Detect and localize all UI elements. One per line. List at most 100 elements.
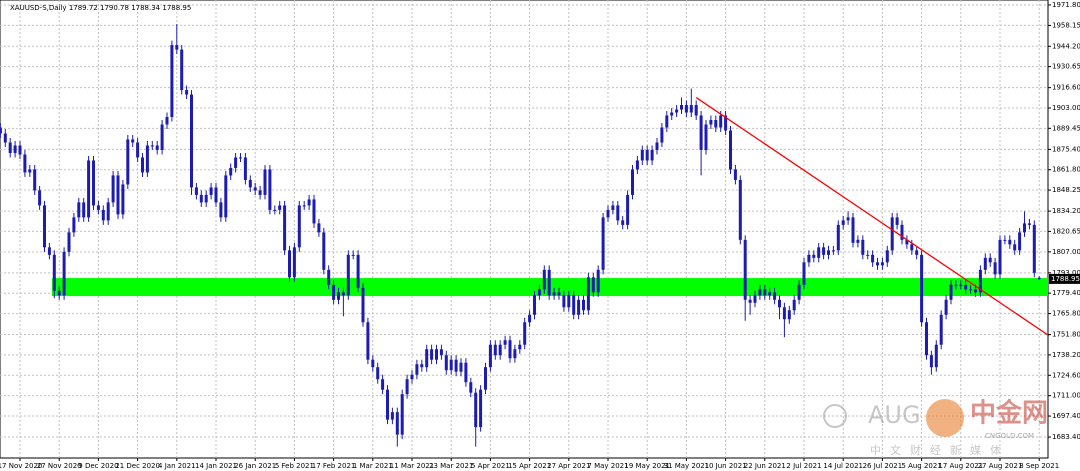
x-tick-label: 14 Jul 2021 [823, 462, 863, 470]
candle-body [13, 145, 17, 153]
candle-body [591, 277, 595, 293]
candle-body [346, 254, 350, 296]
candle-body [709, 120, 713, 125]
candle-body [165, 117, 169, 125]
y-tick-label: 1751.80 [1052, 331, 1080, 339]
candle-body [822, 247, 826, 255]
candle-body [121, 184, 125, 215]
x-tick-label: 26 Jan 2021 [234, 462, 276, 470]
candle-body [944, 299, 948, 315]
candle-body [87, 160, 91, 218]
candle-body [827, 250, 830, 255]
candle-body [626, 194, 630, 225]
y-tick-label: 1793.00 [1052, 269, 1080, 277]
watermark-logo [926, 399, 964, 437]
candle-body [738, 179, 742, 240]
candle-body [743, 239, 747, 300]
candle-body [557, 292, 561, 296]
candle-body [841, 220, 845, 225]
candle-body [518, 344, 522, 350]
candle-body [204, 194, 208, 203]
y-tick-label: 1738.20 [1052, 351, 1080, 359]
candle-body [268, 169, 272, 210]
candles [0, 24, 1041, 447]
candle-body [537, 289, 541, 296]
candle-body [993, 262, 997, 275]
candle-body [337, 292, 340, 300]
candle-body [141, 157, 144, 173]
candle-body [381, 379, 385, 390]
candle-body [43, 205, 46, 248]
y-tick-label: 1834.20 [1052, 207, 1080, 215]
candle-body [562, 295, 566, 308]
candle-body [493, 344, 497, 356]
candle-body [929, 355, 933, 368]
candle-body [395, 412, 399, 435]
candle-body [714, 120, 718, 128]
y-tick-label: 1944.20 [1052, 42, 1080, 50]
candle-body [606, 209, 610, 218]
x-tick-label: 9 Dec 2020 [78, 462, 118, 470]
candle-body [895, 217, 899, 225]
candle-body [155, 145, 159, 150]
x-tick-label: 5 Apr 2021 [471, 462, 510, 470]
candle-body [611, 205, 615, 210]
candle-body [273, 209, 277, 211]
candle-body [1027, 223, 1031, 225]
candle-body [572, 295, 576, 315]
x-tick-label: 22 Jun 2021 [744, 462, 786, 470]
symbol: XAUUSD-S,Daily [10, 4, 67, 12]
candle-body [802, 262, 806, 285]
candle-body [792, 299, 796, 311]
candle-body [787, 310, 791, 320]
candle-body [675, 109, 679, 113]
candle-body [831, 250, 835, 252]
candle-body [773, 292, 777, 300]
candle-body [660, 127, 664, 143]
candle-body [341, 292, 345, 296]
watermark-icon [823, 404, 847, 428]
candle-body [969, 289, 973, 291]
y-tick-label: 1807.00 [1052, 248, 1080, 256]
candle-body [376, 367, 380, 380]
watermark: AUG 中金网 CNGOLD.COM 中文财经新媒体 [823, 398, 1048, 457]
watermark-name: 中金网 [970, 398, 1048, 429]
candle-body [224, 175, 228, 218]
candle-body [704, 124, 708, 150]
candle-body [998, 239, 1002, 275]
y-tick-label: 1711.00 [1052, 392, 1080, 400]
candle-body [964, 284, 968, 290]
candle-body [733, 169, 737, 180]
candle-body [258, 190, 262, 195]
candle-body [28, 169, 32, 173]
candle-body [871, 254, 875, 263]
candle-body [925, 322, 928, 356]
x-tick-label: 21 Dec 2020 [115, 462, 160, 470]
x-tick-label: 10 Jun 2021 [705, 462, 747, 470]
candle-body [920, 254, 924, 323]
candle-body [567, 295, 571, 308]
candle-body [180, 49, 184, 91]
candle-body [528, 314, 532, 323]
candle-body [82, 202, 86, 218]
candle-body [689, 105, 693, 113]
candle-body [523, 322, 527, 345]
candle-body [812, 254, 816, 258]
candle-body [513, 349, 517, 359]
candle-body [1018, 232, 1022, 251]
candle-body [356, 254, 360, 288]
candle-body [278, 205, 282, 210]
candle-body [283, 205, 287, 251]
candle-body [92, 160, 95, 206]
candle-body [410, 374, 414, 380]
x-tick-label: 17 Aug 2021 [938, 462, 983, 470]
candle-body [650, 149, 654, 161]
y-tick-label: 1916.60 [1052, 84, 1080, 92]
candle-body [366, 322, 370, 360]
candle-body [836, 224, 840, 251]
candle-body [322, 232, 326, 270]
candle-body [464, 362, 468, 383]
y-tick-label: 1861.80 [1052, 166, 1080, 174]
candle-body [1008, 239, 1012, 245]
